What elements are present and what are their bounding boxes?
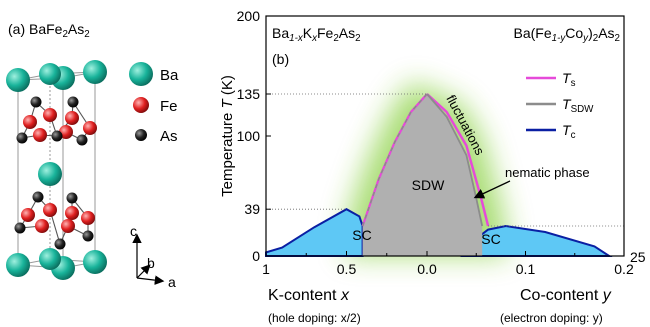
x-axis-label-electron: Co-content y (520, 287, 612, 304)
legend-ba-swatch (129, 62, 153, 86)
y-tick-label-200: 200 (237, 8, 261, 24)
atoms (6, 60, 107, 280)
sc-dome-hole (266, 209, 363, 256)
doping-note-electron: (electron doping: y) (500, 311, 603, 325)
y-tick-label-0: 0 (252, 248, 260, 264)
x-tick-label-0.1: 0.1 (516, 261, 536, 277)
legend-tc-label: Tc (562, 122, 576, 141)
sc-hole-label: SC (352, 227, 371, 243)
chart-legend: Ts TSDW Tc (526, 70, 594, 141)
legend-tsdw-label: TSDW (562, 96, 594, 115)
sdw-region-label: SDW (412, 177, 445, 193)
legend-fe-label: Fe (160, 98, 178, 115)
panel-b: 0 39 100 135 200 1 0.5 0.0 0.1 0.2 25 Te… (219, 8, 646, 325)
x-axis-label-hole: K-content x (268, 287, 350, 304)
axis-b-label: b (147, 255, 155, 271)
legend-fe-swatch (133, 97, 149, 113)
legend-as-swatch (135, 129, 147, 141)
x-tick-label-1: 1 (262, 261, 270, 277)
x-tick-label-0.5: 0.5 (337, 261, 357, 277)
nematic-phase-label: nematic phase (505, 165, 590, 180)
right-marker-25: 25 (630, 249, 646, 265)
axis-c-label: c (130, 223, 137, 239)
doping-note-hole: (hole doping: x/2) (268, 311, 361, 325)
atom-legend: Ba Fe As (129, 62, 179, 145)
sc-electron-label: SC (481, 231, 500, 247)
legend-ba-label: Ba (160, 67, 179, 84)
y-tick-label-39: 39 (244, 201, 260, 217)
legend-as-label: As (160, 128, 178, 145)
legend-ts-label: Ts (562, 70, 576, 89)
panel-b-label: (b) (272, 51, 289, 67)
y-tick-label-135: 135 (237, 86, 261, 102)
panel-a-title: (a) BaFe2As2 (8, 21, 90, 40)
axis-a-label: a (168, 274, 176, 290)
formula-electron-doped: Ba(Fe1-yCoy)2As2 (514, 25, 620, 44)
panel-a: (a) BaFe2As2 (6, 21, 179, 290)
x-tick-label-0.0: 0.0 (417, 261, 437, 277)
formula-hole-doped: Ba1-xKxFe2As2 (272, 25, 361, 44)
y-tick-label-100: 100 (237, 128, 261, 144)
y-axis-label: Temperature T (K) (219, 75, 236, 197)
